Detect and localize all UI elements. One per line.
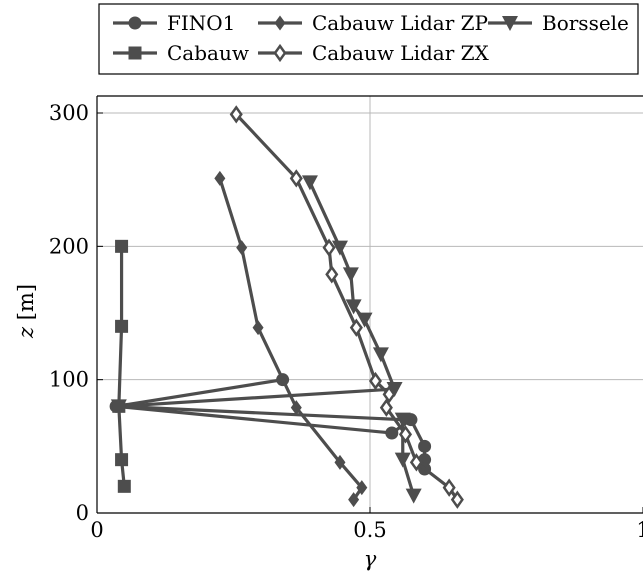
data-point-cabauw-lidar-zp [236, 240, 248, 256]
legend-item-cabauw: Cabauw [113, 41, 249, 65]
legend-marker-cabauw-lidar-zx [273, 43, 287, 63]
legend-marker-fino1 [128, 16, 142, 30]
data-point-borssele [301, 175, 318, 191]
legend-item-cabauw-lidar-zx: Cabauw Lidar ZX [258, 41, 490, 65]
data-point-cabauw-lidar-zx [349, 318, 363, 337]
y-tick-label: 0 [76, 501, 89, 525]
x-tick-label: 1 [636, 518, 643, 542]
series-cabauw-lidar-zp [214, 170, 368, 508]
series-line-borssele [117, 181, 416, 497]
data-point-cabauw-lidar-zx [409, 453, 423, 472]
data-point-cabauw-lidar-zp [252, 320, 264, 336]
legend-label: FINO1 [167, 11, 235, 35]
series-line-cabauw-lidar-zp [218, 177, 364, 501]
data-point-cabauw-lidar-zp [334, 454, 346, 470]
axes: 0 100 200 300 0 0.5 1 [49, 95, 643, 542]
data-point-cabauw-lidar-zx [229, 105, 243, 124]
legend-label: Cabauw Lidar ZX [312, 41, 490, 65]
data-point-borssele [394, 412, 411, 428]
series-line-fino1 [114, 378, 427, 470]
data-point-cabauw-lidar-zx [442, 478, 456, 497]
series-borssele [110, 175, 422, 504]
legend-label: Cabauw Lidar ZP [312, 11, 488, 35]
data-point-cabauw [115, 453, 129, 467]
data-point-borssele [356, 312, 373, 328]
x-axis-label: γ [364, 547, 377, 571]
data-point-cabauw-lidar-zx [325, 265, 339, 284]
data-point-cabauw-lidar-zx [450, 490, 464, 509]
data-point-borssele [405, 488, 422, 504]
data-point-cabauw-lidar-zp [356, 480, 368, 496]
legend-box [98, 3, 639, 75]
data-point-cabauw [117, 479, 131, 493]
y-tick-label: 200 [49, 234, 89, 258]
data-point-cabauw-lidar-zx [289, 169, 303, 188]
data-point-borssele [372, 347, 389, 363]
data-point-borssele [331, 240, 348, 256]
data-point-cabauw [112, 399, 126, 413]
series [109, 105, 464, 509]
data-point-cabauw-lidar-zx [368, 371, 382, 391]
data-point-borssele [386, 382, 403, 398]
x-tick-label: 0 [90, 518, 103, 542]
grid [97, 96, 643, 513]
data-point-borssele [342, 267, 359, 283]
series-line-cabauw [117, 246, 126, 487]
data-point-cabauw-lidar-zp [348, 492, 360, 508]
data-point-cabauw-lidar-zx [382, 385, 396, 404]
data-point-cabauw-lidar-zp [290, 400, 302, 416]
legend-label: Borssele [542, 11, 629, 35]
data-point-fino1 [418, 439, 432, 453]
legend-marker-borssele [502, 16, 518, 31]
legend-marker-cabauw [128, 46, 142, 60]
data-point-borssele [345, 299, 362, 315]
data-point-cabauw-lidar-zx [398, 425, 413, 444]
legend-item-fino1: FINO1 [113, 11, 235, 35]
series-cabauw [112, 239, 131, 493]
series-line-cabauw-lidar-zx [235, 113, 459, 501]
data-point-cabauw [115, 319, 129, 333]
legend-label: Cabauw [167, 41, 249, 65]
data-point-cabauw-lidar-zx [322, 238, 336, 257]
y-tick-label: 100 [49, 368, 89, 392]
data-point-fino1 [385, 426, 399, 440]
legend-item-cabauw-lidar-zp: Cabauw Lidar ZP [258, 11, 488, 35]
y-axis-label: z [m] [14, 284, 38, 339]
y-tick-label: 300 [49, 101, 89, 125]
series-cabauw-lidar-zx [229, 105, 464, 509]
data-point-borssele [394, 452, 411, 468]
data-point-cabauw-lidar-zx [379, 398, 393, 417]
legend-item-borssele: Borssele [488, 11, 629, 35]
x-tick-label: 0.5 [353, 518, 386, 542]
legend-marker-cabauw-lidar-zp [274, 15, 286, 31]
data-point-cabauw-lidar-zp [214, 170, 226, 186]
data-point-cabauw [115, 239, 129, 253]
legend: FINO1 Cabauw Lidar ZP Borssele Cabauw Cabauw… [98, 3, 639, 75]
